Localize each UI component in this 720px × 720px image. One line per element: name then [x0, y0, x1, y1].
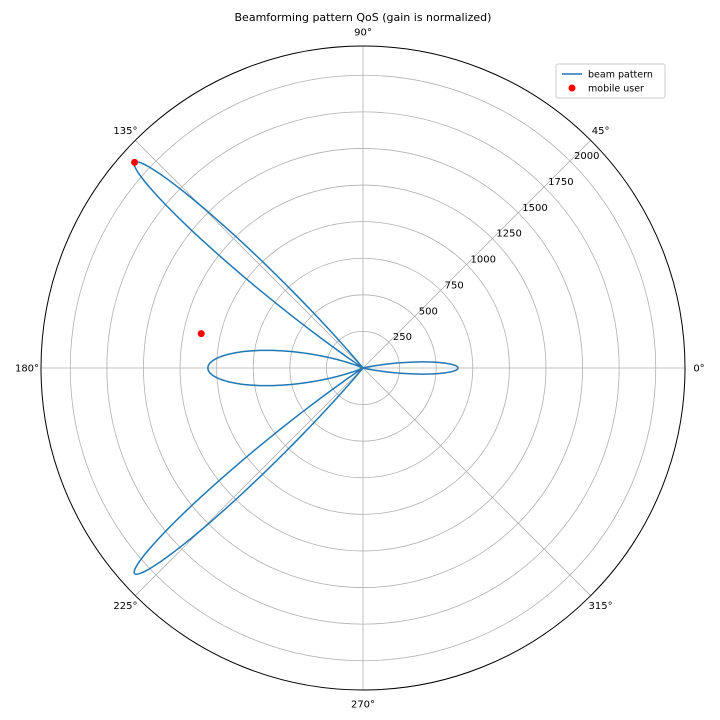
- data-series: [131, 158, 459, 576]
- angle-tick-label-45: 45°: [592, 126, 610, 137]
- legend-entry-mobile-user: mobile user: [588, 84, 644, 95]
- polar-frame: [40, 45, 686, 691]
- angle-tick-label-90: 90°: [354, 28, 372, 39]
- polar-grid: [41, 46, 685, 690]
- grid-spoke-315: [362, 367, 591, 596]
- angle-tick-label-270: 270°: [351, 700, 375, 711]
- angle-tick-label-225: 225°: [113, 601, 137, 612]
- tick-labels: 0° 45° 90° 135° 180° 225° 270° 315° 250 500 750 100…: [15, 28, 705, 711]
- radial-tick-label-1750: 1750: [548, 177, 573, 188]
- mobile-user-point-2: [197, 330, 205, 338]
- legend-box: [555, 63, 666, 99]
- legend-dot-marker: [568, 84, 576, 92]
- series-beam-pattern-line: [133, 160, 459, 576]
- angle-tick-label-135: 135°: [113, 126, 137, 137]
- grid-spoke-135: [135, 140, 364, 369]
- radial-tick-label-1250: 1250: [496, 229, 521, 240]
- angle-tick-label-0: 0°: [693, 364, 704, 375]
- legend-entry-beam-pattern: beam pattern: [588, 70, 653, 81]
- radial-tick-label-1000: 1000: [470, 255, 495, 266]
- grid-spoke-45: [362, 140, 591, 369]
- angle-tick-label-315: 315°: [589, 601, 613, 612]
- legend: beam pattern mobile user: [555, 63, 666, 99]
- radial-tick-label-750: 750: [445, 280, 464, 291]
- angle-tick-label-180: 180°: [15, 364, 39, 375]
- grid-spoke-225: [135, 367, 364, 596]
- radial-tick-label-1500: 1500: [522, 203, 547, 214]
- mobile-user-point-1: [131, 158, 139, 166]
- chart-title: Beamforming pattern QoS (gain is normali…: [235, 11, 492, 24]
- radial-tick-label-2000: 2000: [574, 151, 599, 162]
- radial-tick-label-500: 500: [419, 306, 438, 317]
- radial-tick-label-250: 250: [393, 332, 412, 343]
